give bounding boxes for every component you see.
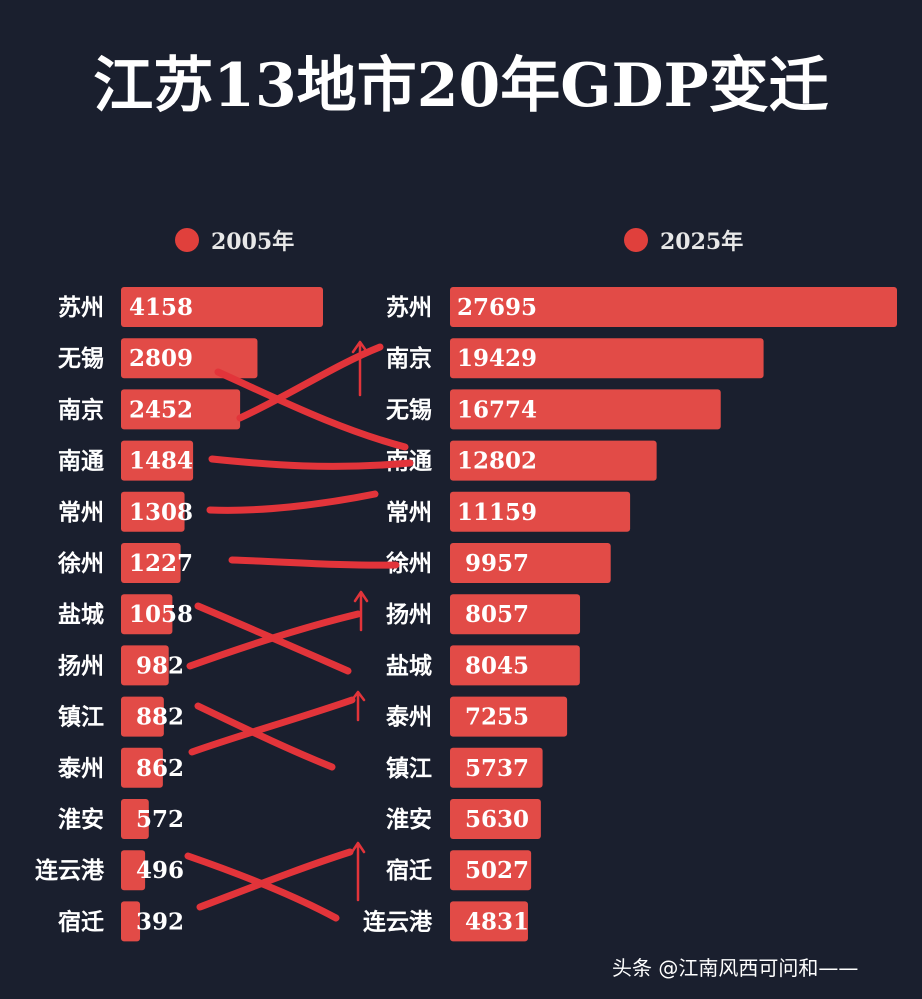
- value-label: 7255: [465, 704, 529, 731]
- value-label: 16774: [457, 396, 537, 423]
- bar: [450, 543, 611, 583]
- category-label: 泰州: [385, 704, 432, 731]
- category-label: 宿迁: [58, 908, 104, 935]
- category-label: 常州: [58, 499, 104, 526]
- value-label: 1308: [129, 499, 193, 526]
- chart-2005: 苏州 4158 无锡 2809 南京 2452 南通 1484 常州 1308 徐州 1227 盐城 10…: [35, 287, 323, 942]
- bar: [450, 901, 528, 942]
- annotation-stroke: [196, 848, 354, 911]
- category-label: 连云港: [35, 857, 105, 884]
- annotation-stroke: [188, 696, 356, 756]
- bar: [450, 338, 764, 379]
- value-label: 4831: [465, 908, 529, 935]
- category-label: 宿迁: [386, 857, 432, 884]
- bar: [121, 594, 173, 635]
- value-label: 882: [136, 704, 184, 731]
- value-label: 5027: [465, 857, 529, 884]
- category-label: 盐城: [58, 601, 104, 628]
- arrow-up-stroke: [351, 340, 369, 397]
- category-label: 扬州: [58, 652, 104, 679]
- category-label: 泰州: [57, 755, 104, 782]
- chart-title: 江苏13地市20年GDP变迁: [93, 51, 828, 121]
- bar: [450, 799, 541, 839]
- value-label: 982: [136, 652, 184, 679]
- bar: [121, 440, 194, 481]
- value-label: 4158: [129, 294, 193, 321]
- annotation-stroke: [186, 610, 362, 670]
- bar: [450, 440, 657, 481]
- category-label: 无锡: [386, 396, 432, 423]
- bar: [450, 747, 543, 788]
- arrow-up-stroke: [350, 841, 366, 902]
- category-label: 淮安: [58, 806, 104, 833]
- category-label: 南通: [58, 448, 104, 475]
- bar: [450, 491, 631, 532]
- bar: [121, 901, 141, 942]
- category-label: 镇江: [58, 704, 104, 731]
- bar: [121, 645, 169, 686]
- legend-dot-2005: [175, 228, 199, 252]
- category-label: 南京: [58, 396, 104, 423]
- value-label: 496: [136, 857, 184, 884]
- bar: [121, 287, 323, 327]
- value-label: 1227: [129, 550, 193, 577]
- value-label: 27695: [457, 294, 537, 321]
- annotation-stroke: [228, 556, 400, 569]
- value-label: 8045: [465, 652, 529, 679]
- annotation-stroke: [236, 343, 384, 422]
- bar: [450, 696, 568, 737]
- bar: [121, 543, 181, 583]
- bar: [121, 696, 164, 737]
- value-label: 5630: [465, 806, 529, 833]
- legend-dot-2025: [624, 228, 648, 252]
- bar: [450, 389, 721, 430]
- bar: [121, 389, 241, 430]
- category-label: 盐城: [386, 652, 432, 679]
- category-label: 徐州: [57, 550, 104, 577]
- value-label: 2452: [129, 396, 193, 423]
- bar: [121, 747, 163, 788]
- value-label: 19429: [457, 345, 537, 372]
- legend-label-2025: 2025年: [660, 229, 743, 255]
- category-label: 南京: [386, 345, 432, 372]
- category-label: 无锡: [58, 345, 104, 372]
- bar: [450, 287, 897, 327]
- annotation-marks: [184, 340, 414, 922]
- value-label: 1484: [129, 448, 193, 475]
- annotation-stroke: [214, 368, 409, 451]
- watermark: 头条 @江南风西可问和——: [612, 956, 858, 980]
- legend-label-2005: 2005年: [211, 229, 294, 255]
- category-label: 镇江: [386, 755, 432, 782]
- value-label: 12802: [457, 448, 537, 475]
- value-label: 11159: [457, 499, 537, 526]
- value-label: 2809: [129, 345, 193, 372]
- bar: [121, 799, 149, 839]
- arrow-up-stroke: [353, 590, 369, 632]
- value-label: 392: [136, 908, 184, 935]
- category-label: 苏州: [386, 294, 432, 321]
- value-label: 862: [136, 755, 184, 782]
- bar: [121, 491, 185, 532]
- category-label: 常州: [386, 499, 432, 526]
- annotation-stroke: [206, 490, 379, 514]
- category-label: 淮安: [386, 806, 432, 833]
- annotation-stroke: [208, 455, 414, 470]
- annotation-stroke: [194, 702, 336, 771]
- bar: [121, 850, 146, 891]
- category-label: 扬州: [386, 601, 432, 628]
- bar: [450, 594, 581, 635]
- bar: [121, 338, 258, 379]
- value-label: 1058: [129, 601, 193, 628]
- category-label: 连云港: [363, 908, 433, 935]
- value-label: 572: [136, 806, 184, 833]
- value-label: 8057: [465, 601, 529, 628]
- arrow-up-stroke: [350, 690, 366, 722]
- bar: [450, 850, 532, 891]
- value-label: 9957: [465, 550, 529, 577]
- bar: [450, 645, 580, 686]
- value-label: 5737: [465, 755, 529, 782]
- category-label: 苏州: [58, 294, 104, 321]
